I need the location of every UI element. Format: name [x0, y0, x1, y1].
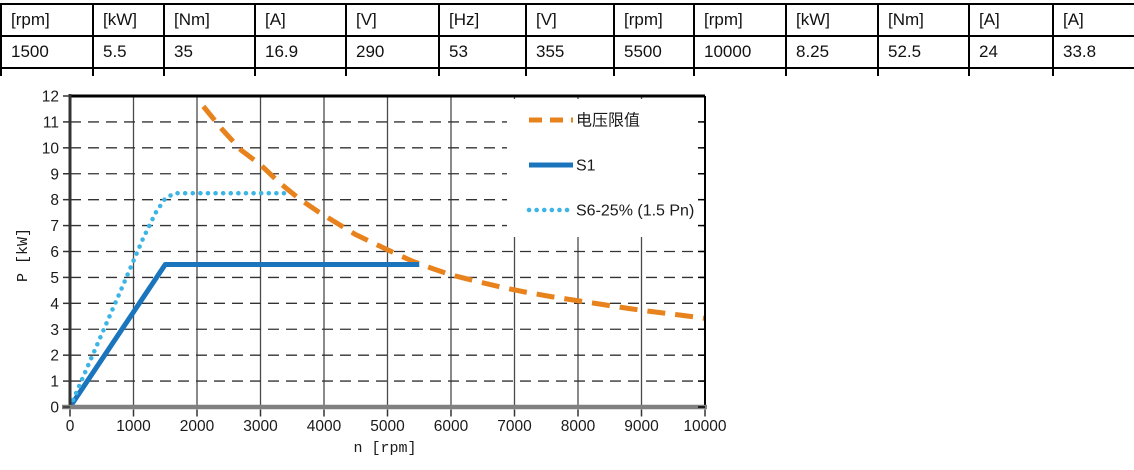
unit-row-cell: [kW] [785, 3, 879, 37]
value-row-cell: 1500 [0, 35, 94, 69]
s6-line [67, 190, 292, 410]
value-row-cell: 10000 [693, 35, 787, 69]
y-tick-label: 6 [50, 244, 59, 261]
value-row-cell: 33.8 [1052, 35, 1134, 69]
value-row: 1500 5.5 35 16.9 290 53 355 5500 10000 8.25 52.5 24… [0, 35, 1134, 69]
cropped-row-cell [163, 67, 256, 76]
unit-row-cell: [A] [254, 3, 347, 37]
unit-row-cell: [Nm] [877, 3, 970, 37]
x-axis-title: n [rpm] [353, 440, 416, 457]
legend-label-s6: S6-25% (1.5 Pn) [576, 203, 694, 220]
value-row-cell: 16.9 [254, 35, 347, 69]
value-row-cell: 24 [968, 35, 1054, 69]
unit-row-cell: [A] [1052, 3, 1134, 37]
x-tick-label: 7000 [497, 418, 532, 435]
y-axis-title: P [kW] [15, 228, 32, 282]
value-row-cell: 355 [525, 35, 615, 69]
motor-spec-table: [rpm] [kW] [Nm] [A] [V] [Hz] [V] [rpm] [rpm] [kW]… [0, 3, 1134, 76]
x-tick-label: 4000 [307, 418, 342, 435]
cropped-row-cell [345, 67, 440, 76]
unit-row-cell: [rpm] [693, 3, 787, 37]
voltage-limit-line [201, 104, 706, 321]
value-row-cell: 290 [345, 35, 440, 69]
x-tick-label: 2000 [180, 418, 215, 435]
value-row-cell: 5.5 [92, 35, 165, 69]
x-tick-label: 9000 [624, 418, 659, 435]
unit-row-cell: [V] [345, 3, 440, 37]
cropped-row-cell [785, 67, 879, 76]
value-row-cell: 53 [438, 35, 527, 69]
value-row-cell: 35 [163, 35, 256, 69]
cropped-row-cell [1052, 67, 1134, 76]
legend-label-voltage-limit: 电压限值 [576, 112, 640, 130]
cropped-row-cell [438, 67, 527, 76]
cropped-row [0, 67, 1134, 76]
y-tick-label: 5 [50, 270, 59, 287]
cropped-row-cell [254, 67, 347, 76]
y-tick-label: 10 [42, 140, 60, 157]
cropped-row-cell [0, 67, 94, 76]
x-tick-label: 5000 [370, 418, 405, 435]
y-tick-label: 12 [42, 89, 59, 106]
cropped-row-cell [968, 67, 1054, 76]
x-tick-label: 1000 [116, 418, 151, 435]
axis-ticks-and-labels: 0 1000 2000 3000 4000 5000 6000 7000 8000 9000 100… [42, 89, 727, 436]
cropped-row-cell [92, 67, 165, 76]
x-tick-label: 0 [66, 418, 75, 435]
cropped-row-cell [613, 67, 695, 76]
unit-row-cell: [Hz] [438, 3, 527, 37]
cropped-row-cell [525, 67, 615, 76]
x-tick-label: 10000 [683, 418, 726, 435]
y-tick-label: 9 [50, 166, 59, 183]
y-tick-label: 1 [50, 374, 59, 391]
value-row-cell: 8.25 [785, 35, 879, 69]
unit-row-cell: [A] [968, 3, 1054, 37]
value-row-cell: 5500 [613, 35, 695, 69]
y-tick-label: 11 [43, 114, 59, 131]
unit-row-cell: [Nm] [163, 3, 256, 37]
y-tick-label: 2 [50, 348, 59, 365]
s1-line [67, 261, 420, 409]
power-speed-chart: 0 1000 2000 3000 4000 5000 6000 7000 8000 9000 100… [0, 85, 770, 465]
unit-row: [rpm] [kW] [Nm] [A] [V] [Hz] [V] [rpm] [rpm] [kW]… [0, 3, 1134, 37]
value-row-cell: 52.5 [877, 35, 970, 69]
x-tick-label: 3000 [243, 418, 278, 435]
unit-row-cell: [V] [525, 3, 615, 37]
series-lines [67, 104, 706, 410]
unit-row-cell: [rpm] [613, 3, 695, 37]
y-tick-label: 8 [50, 192, 59, 209]
unit-row-cell: [rpm] [0, 3, 94, 37]
x-tick-label: 6000 [434, 418, 469, 435]
y-tick-label: 7 [50, 218, 59, 235]
x-tick-label: 8000 [561, 418, 596, 435]
chart-svg: 0 1000 2000 3000 4000 5000 6000 7000 8000 9000 100… [15, 89, 727, 458]
cropped-row-cell [877, 67, 970, 76]
cropped-row-cell [693, 67, 787, 76]
legend-label-s1: S1 [576, 158, 596, 175]
unit-row-cell: [kW] [92, 3, 165, 37]
y-tick-label: 3 [50, 322, 59, 339]
spec-table: [rpm] [kW] [Nm] [A] [V] [Hz] [V] [rpm] [rpm] [kW]… [0, 3, 1134, 76]
y-tick-label: 4 [50, 296, 59, 313]
legend: 电压限值 S1 S6-25% (1.5 Pn) [526, 112, 694, 220]
y-tick-label: 0 [50, 400, 59, 417]
